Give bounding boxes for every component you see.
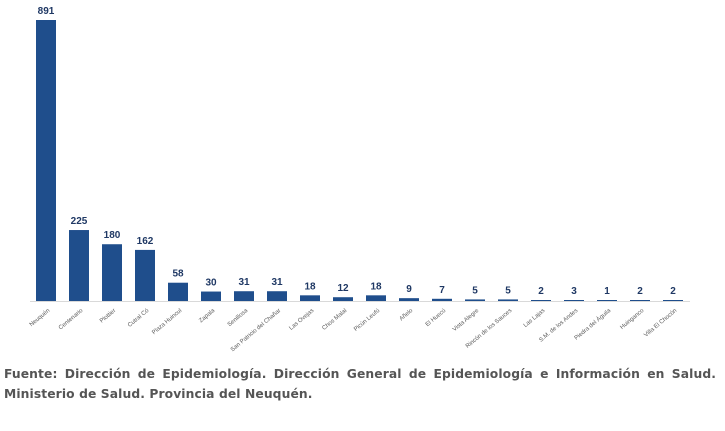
bar-chart: 891Neuquén225Centenario180Plottier162Cut… (29, 6, 690, 353)
data-label: 225 (71, 216, 88, 227)
bar (69, 230, 89, 301)
data-label: 5 (505, 285, 511, 296)
data-label: 18 (370, 281, 382, 292)
bar (168, 282, 188, 301)
data-label: 31 (271, 277, 283, 288)
x-tick-label: Añelo (399, 308, 415, 323)
data-label: 31 (238, 277, 250, 288)
x-tick-label: Piedra del Águila (573, 307, 613, 342)
bar (267, 291, 287, 301)
data-label: 5 (472, 285, 478, 296)
data-label: 58 (172, 269, 184, 280)
bar (366, 295, 386, 301)
x-tick-label: Villa El Chocón (643, 308, 678, 339)
x-tick-label: Vista Alegre (452, 308, 481, 334)
bar (300, 295, 320, 301)
x-tick-label: Picún Leufú (353, 308, 381, 333)
data-label: 30 (205, 278, 217, 289)
data-label: 3 (571, 286, 577, 297)
data-label: 12 (337, 283, 349, 294)
bar (564, 300, 584, 301)
bar (36, 20, 56, 301)
bar (399, 298, 419, 301)
x-tick-label: Cutral Có (127, 308, 151, 329)
x-tick-label: Las Lajas (523, 308, 547, 329)
data-label: 180 (104, 230, 121, 241)
data-label: 162 (137, 236, 154, 247)
data-label: 9 (406, 284, 412, 295)
x-tick-label: Huinganco (619, 308, 645, 331)
x-tick-label: Senillosa (227, 308, 250, 329)
bar (465, 299, 485, 301)
bar (498, 299, 518, 301)
bar (102, 244, 122, 301)
bar (333, 297, 353, 301)
bar (234, 291, 254, 301)
bar (135, 249, 155, 301)
x-tick-label: Chos Malal (321, 308, 348, 332)
x-tick-label: Centenario (58, 308, 85, 332)
bar (630, 300, 650, 301)
x-tick-label: Plaza Huincul (151, 308, 183, 336)
data-label: 1 (604, 286, 610, 297)
bar (201, 291, 221, 301)
bar (531, 300, 551, 301)
x-tick-label: Plottier (99, 308, 117, 325)
bar (663, 300, 683, 301)
data-label: 18 (304, 281, 316, 292)
bar (597, 300, 617, 301)
bar (432, 298, 452, 301)
x-tick-label: Zapala (198, 308, 216, 325)
data-label: 2 (637, 286, 643, 297)
data-label: 2 (670, 286, 676, 297)
data-label: 7 (439, 285, 445, 296)
x-tick-label: Las Ovejas (288, 308, 315, 332)
x-tick-label: El Huecú (425, 308, 448, 328)
source-caption: Fuente: Dirección de Epidemiología. Dire… (4, 367, 716, 401)
data-label: 2 (538, 286, 544, 297)
data-label: 891 (38, 6, 55, 17)
x-tick-label: Neuquén (29, 308, 52, 328)
